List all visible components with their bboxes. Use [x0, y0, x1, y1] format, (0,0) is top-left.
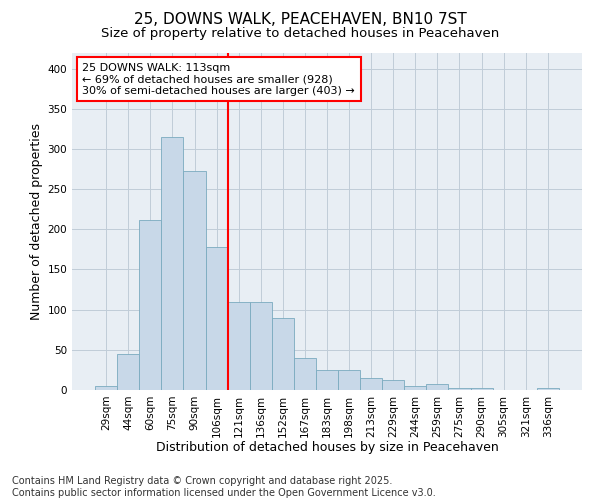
Bar — [316, 370, 338, 390]
Bar — [139, 220, 161, 390]
Bar — [272, 318, 294, 390]
Bar — [427, 384, 448, 390]
Bar — [250, 302, 272, 390]
Bar — [95, 386, 117, 390]
Bar — [360, 378, 382, 390]
Bar — [537, 388, 559, 390]
Bar — [227, 302, 250, 390]
Bar — [294, 358, 316, 390]
Bar — [404, 386, 427, 390]
Text: Size of property relative to detached houses in Peacehaven: Size of property relative to detached ho… — [101, 28, 499, 40]
Bar — [470, 388, 493, 390]
Bar — [117, 354, 139, 390]
Bar — [448, 388, 470, 390]
Y-axis label: Number of detached properties: Number of detached properties — [30, 122, 43, 320]
Bar — [206, 247, 227, 390]
Bar — [338, 370, 360, 390]
X-axis label: Distribution of detached houses by size in Peacehaven: Distribution of detached houses by size … — [155, 441, 499, 454]
Bar — [184, 172, 206, 390]
Text: 25, DOWNS WALK, PEACEHAVEN, BN10 7ST: 25, DOWNS WALK, PEACEHAVEN, BN10 7ST — [134, 12, 466, 28]
Bar — [161, 137, 184, 390]
Bar — [382, 380, 404, 390]
Text: Contains HM Land Registry data © Crown copyright and database right 2025.
Contai: Contains HM Land Registry data © Crown c… — [12, 476, 436, 498]
Text: 25 DOWNS WALK: 113sqm
← 69% of detached houses are smaller (928)
30% of semi-det: 25 DOWNS WALK: 113sqm ← 69% of detached … — [82, 62, 355, 96]
